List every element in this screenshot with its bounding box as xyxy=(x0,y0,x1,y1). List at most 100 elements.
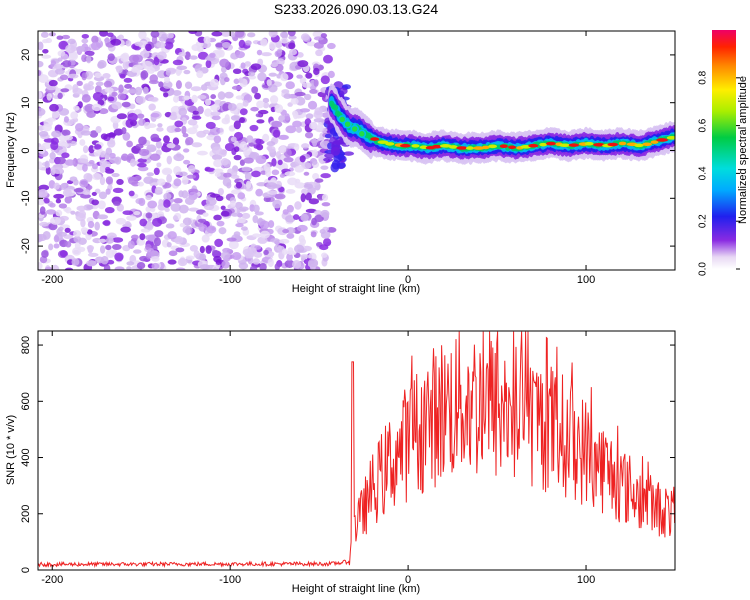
noise-blob xyxy=(61,129,71,136)
noise-blob xyxy=(211,154,223,161)
noise-blob xyxy=(91,199,99,206)
noise-blob xyxy=(220,31,232,37)
noise-blob xyxy=(272,129,281,138)
noise-blob xyxy=(255,113,263,118)
noise-blob xyxy=(138,118,146,126)
noise-blob xyxy=(274,263,280,270)
noise-blob xyxy=(91,163,98,170)
noise-blob xyxy=(49,202,56,208)
noise-blob xyxy=(321,193,329,201)
snr-ytick-label: 200 xyxy=(20,505,32,523)
noise-blob xyxy=(199,245,205,254)
noise-blob xyxy=(197,218,207,223)
snr-y-label: SNR (10 * v/v) xyxy=(5,415,17,485)
noise-blob xyxy=(289,48,298,56)
noise-blob xyxy=(38,262,43,270)
noise-blob xyxy=(300,33,310,41)
noise-blob xyxy=(283,157,294,163)
noise-blob xyxy=(48,243,54,251)
noise-blob xyxy=(91,35,99,44)
noise-blob xyxy=(209,52,216,58)
noise-blob xyxy=(131,67,139,73)
noise-blob xyxy=(256,119,265,124)
ridge-core xyxy=(650,140,659,144)
noise-blob xyxy=(73,105,80,111)
noise-blob xyxy=(231,85,243,91)
noise-blob xyxy=(151,262,160,270)
noise-blob xyxy=(136,261,146,270)
colorbar-tick-label: 0.6 xyxy=(698,118,709,132)
noise-blob xyxy=(99,176,106,186)
noise-blob xyxy=(63,116,70,123)
noise-blob xyxy=(191,115,202,120)
noise-blob xyxy=(320,75,330,85)
noise-blob xyxy=(240,62,246,69)
noise-blob xyxy=(64,196,73,204)
noise-blob xyxy=(173,178,182,187)
noise-blob xyxy=(138,136,147,146)
noise-blob xyxy=(187,165,196,173)
noise-blob xyxy=(167,259,177,265)
noise-blob xyxy=(191,44,200,52)
noise-blob xyxy=(276,58,285,66)
noise-blob xyxy=(186,127,198,135)
noise-blob xyxy=(88,159,95,165)
noise-blob xyxy=(238,206,249,212)
noise-blob xyxy=(174,235,184,245)
noise-blob xyxy=(104,87,114,93)
noise-blob xyxy=(256,100,265,109)
noise-blob xyxy=(54,68,65,75)
noise-blob xyxy=(277,134,289,140)
noise-blob xyxy=(39,206,46,215)
noise-blob xyxy=(191,94,198,103)
noise-blob xyxy=(97,214,109,220)
colorbar: 0.0 0.2 0.4 0.6 0.8 Normalized spectral ampl… xyxy=(698,30,749,276)
snr-x-label: Height of straight line (km) xyxy=(292,583,420,595)
noise-blob xyxy=(178,107,188,116)
noise-blob xyxy=(59,74,69,81)
colorbar-tick-label: 0.0 xyxy=(698,262,709,276)
colorbar-tick-label: 0.4 xyxy=(698,166,709,180)
noise-blob xyxy=(300,213,309,222)
noise-blob xyxy=(230,136,237,142)
noise-blob xyxy=(118,84,124,94)
noise-blob xyxy=(166,32,174,39)
noise-blob xyxy=(303,171,310,176)
noise-blob xyxy=(313,79,319,87)
noise-blob xyxy=(38,60,44,68)
noise-blob xyxy=(134,86,143,96)
noise-blob xyxy=(178,190,184,198)
noise-blob xyxy=(63,135,73,141)
noise-blob xyxy=(305,113,314,120)
ridge-core xyxy=(465,146,474,150)
noise-blob xyxy=(283,93,292,99)
noise-blob xyxy=(153,237,161,247)
noise-blob xyxy=(45,166,51,175)
noise-blob xyxy=(86,173,93,183)
noise-blob xyxy=(303,183,314,190)
noise-blob xyxy=(223,172,232,178)
noise-blob xyxy=(81,94,91,103)
noise-blob xyxy=(81,38,89,44)
noise-blob xyxy=(48,158,56,164)
noise-blob xyxy=(243,147,253,153)
noise-blob xyxy=(163,92,169,98)
noise-blob xyxy=(305,72,313,79)
noise-blob xyxy=(218,127,225,135)
noise-blob xyxy=(126,266,132,270)
onset-blob xyxy=(329,136,337,145)
noise-blob xyxy=(184,51,191,61)
noise-blob xyxy=(186,174,197,179)
noise-blob xyxy=(92,91,104,101)
noise-blob xyxy=(44,266,53,270)
noise-blob xyxy=(65,206,72,214)
noise-blob xyxy=(274,193,286,200)
noise-blob xyxy=(38,130,49,137)
noise-blob xyxy=(177,258,188,267)
noise-blob xyxy=(183,95,190,101)
noise-blob xyxy=(163,199,171,208)
noise-blob xyxy=(49,152,56,160)
noise-blob xyxy=(59,250,68,258)
noise-blob xyxy=(139,50,150,59)
noise-blob xyxy=(210,111,221,117)
